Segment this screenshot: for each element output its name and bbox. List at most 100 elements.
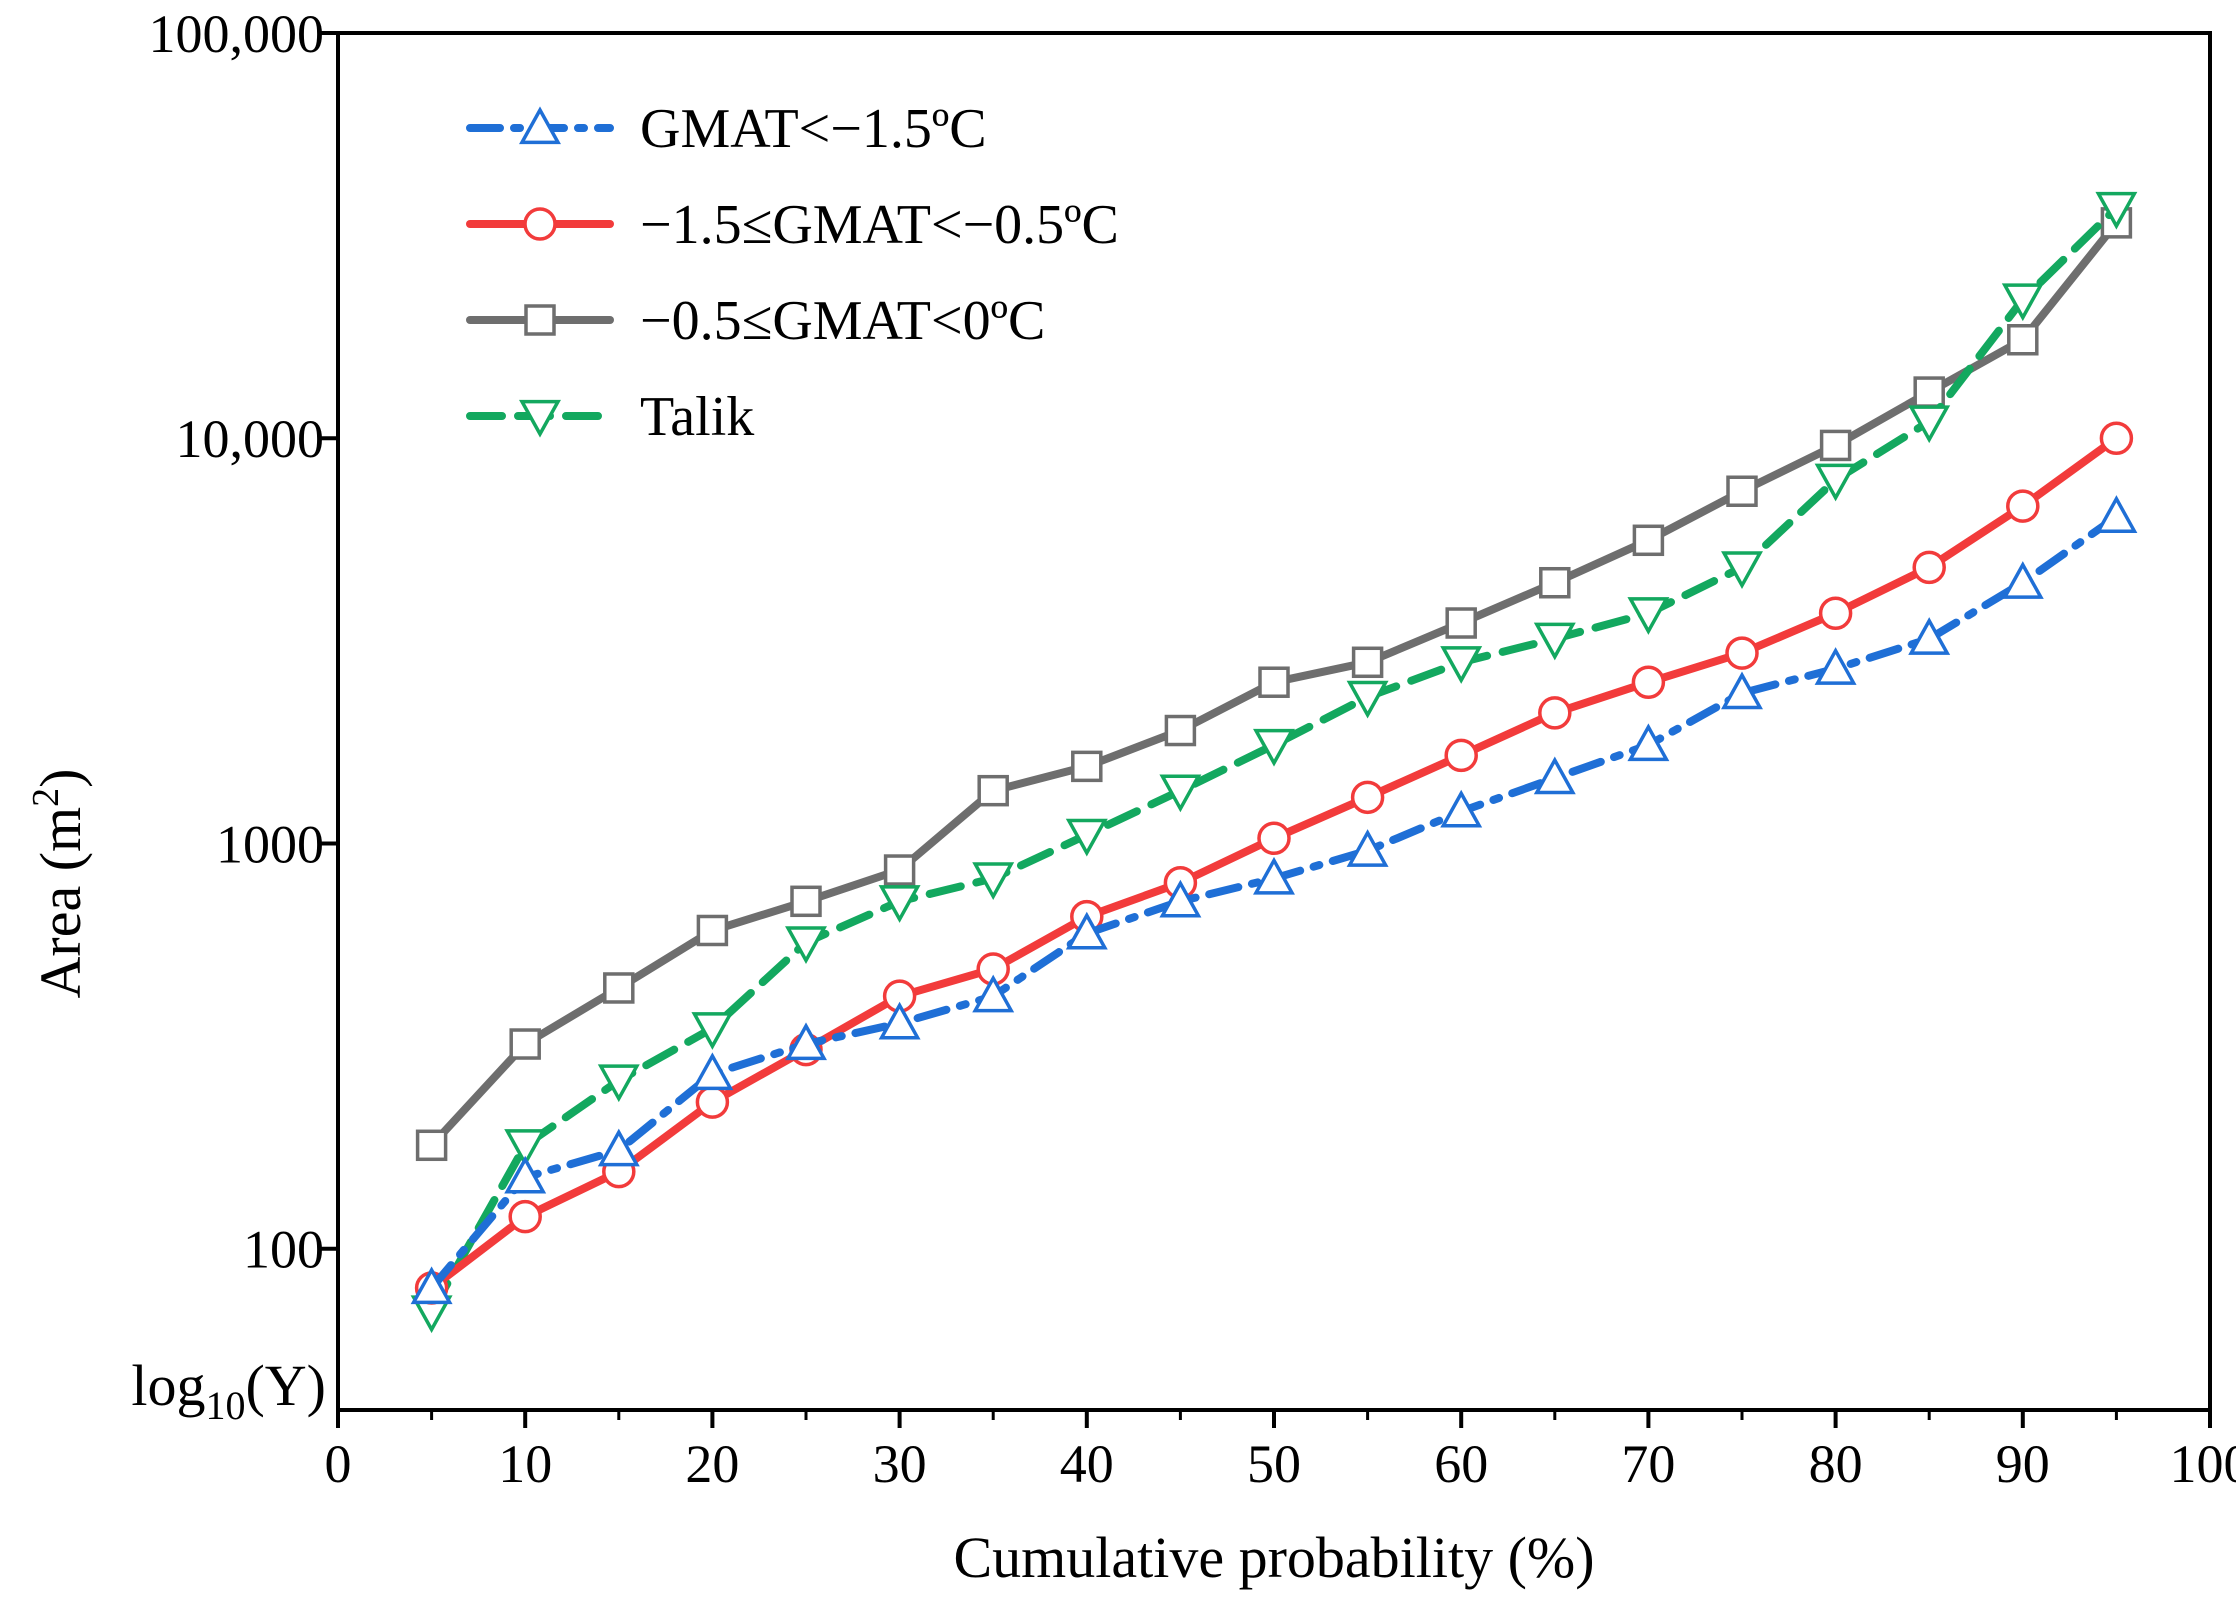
data-point [1258,666,1290,698]
data-point [1444,738,1478,773]
data-point [1159,879,1202,918]
x-tick-label: 60 [1434,1434,1488,1494]
data-point [1627,723,1670,762]
data-point [1818,596,1853,630]
legend-marker [519,106,561,145]
data-point [597,1064,640,1103]
y-axis-title-close: ) [28,769,93,788]
legend-item-1: −1.5≤GMAT<−0.5ºC [466,194,1119,256]
data-point [415,1129,448,1162]
series-0 [410,495,2138,1305]
data-point [696,914,729,947]
data-point [2007,324,2039,356]
data-point [1440,646,1483,684]
data-point [1533,756,1576,795]
data-point [972,862,1015,901]
data-point [410,1266,453,1305]
y-axis: 100 1000 10,000 100,000 [149,4,338,1280]
legend-item-0: GMAT<−1.5ºC [466,98,987,160]
legend-label: −1.5≤GMAT<−0.5ºC [640,194,1119,256]
data-point [1065,818,1108,857]
data-point [878,1001,921,1040]
x-tick-label: 80 [1809,1434,1863,1494]
data-point [1065,911,1108,950]
series-3 [410,191,2138,1334]
data-point [1350,780,1385,815]
data-point [1631,665,1666,699]
legend-marker [523,207,557,241]
x-tick-label: 30 [873,1434,927,1494]
legend: GMAT<−1.5ºC −1.5≤GMAT<−0.5ºC −0.5≤GMAT<0ºC… [466,98,1119,448]
legend-marker [524,304,556,336]
data-point [1632,524,1665,557]
data-point [1253,728,1295,767]
data-point [2095,495,2138,533]
data-point [691,1012,734,1050]
data-point [1538,696,1572,730]
data-point [1351,646,1384,679]
data-point [785,1022,827,1061]
data-point [1725,636,1759,670]
data-point [883,854,916,886]
data-point [1346,829,1389,867]
data-point [509,1028,541,1060]
data-point [1159,774,1202,813]
data-point [790,885,822,918]
data-point [1440,789,1483,828]
data-point [1814,647,1857,685]
data-point [2095,191,2138,230]
data-point [1721,551,1763,590]
log-scale-label: log10(Y) [131,1353,326,1428]
data-point [1257,821,1291,856]
data-point [1819,429,1852,462]
y-axis-title-sup: 2 [25,788,67,807]
x-tick-label: 20 [685,1434,739,1494]
legend-item-3: Talik [466,386,754,448]
log-label-rest: (Y) [245,1353,326,1418]
legend-marker [519,399,561,438]
data-point [1539,566,1571,599]
data-point [785,926,827,965]
data-point [2006,489,2040,523]
x-tick-label: 10 [498,1434,552,1494]
data-point [508,1199,542,1234]
legend-label: GMAT<−1.5ºC [640,98,987,160]
data-point [695,1085,730,1119]
data-point [878,885,921,923]
x-tick-label: 0 [325,1434,352,1494]
x-axis: 0 10 20 30 40 50 60 70 80 90 100 [325,1410,2236,1494]
data-point [2099,421,2134,455]
legend-item-2: −0.5≤GMAT<0ºC [466,290,1045,352]
data-point [1908,405,1951,444]
data-point [1913,376,1945,408]
legend-label: −0.5≤GMAT<0ºC [640,290,1045,352]
data-point [597,1128,640,1167]
y-tick-label: 100,000 [149,4,325,64]
data-point [2001,561,2044,599]
y-axis-title-text: Area (m [28,807,93,999]
data-point [1346,680,1389,719]
data-point [1912,550,1946,585]
data-point [972,974,1015,1013]
data-point [2001,283,2044,322]
data-point [603,972,635,1004]
y-tick-label: 100 [243,1220,324,1280]
log-label-sub: 10 [205,1383,245,1428]
data-point [1726,475,1758,507]
data-point [1721,671,1763,710]
x-tick-label: 50 [1247,1434,1301,1494]
log-label-base: log [131,1353,205,1418]
x-tick-label: 70 [1621,1434,1675,1494]
y-axis-title: Area (m2) [25,769,93,999]
x-tick-label: 100 [2170,1434,2236,1494]
data-point [1071,750,1103,783]
legend-label: Talik [640,386,754,448]
data-point [977,774,1009,807]
plot-marks [410,191,2138,1334]
data-point [1533,622,1576,661]
data-point [691,1052,734,1091]
y-tick-label: 1000 [216,814,324,874]
data-point [504,1129,547,1167]
